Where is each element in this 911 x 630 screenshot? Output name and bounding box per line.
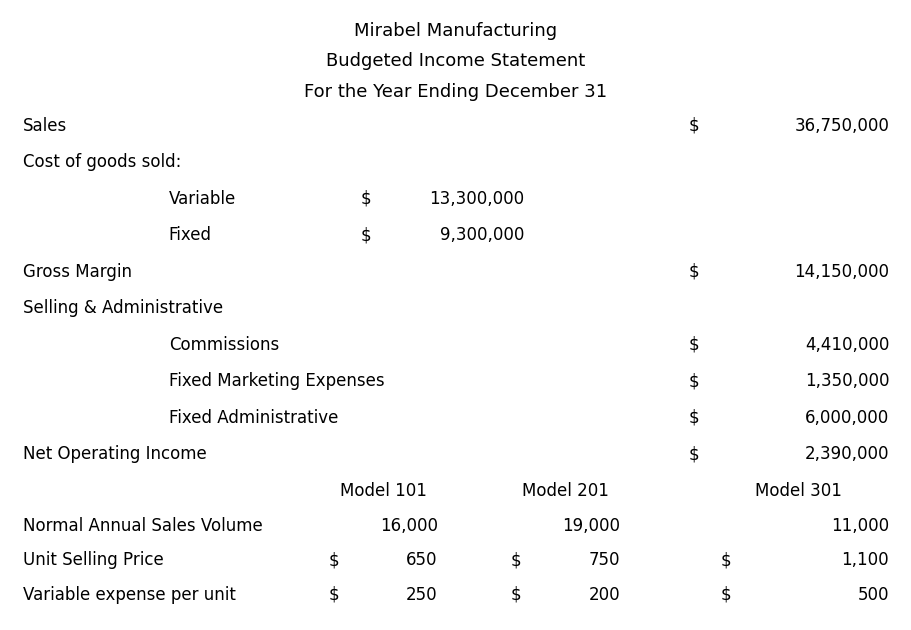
Text: Budgeted Income Statement: Budgeted Income Statement [326,52,585,71]
Text: 250: 250 [405,586,437,604]
Text: Variable: Variable [169,190,236,208]
Text: Model 301: Model 301 [753,482,841,500]
Text: 14,150,000: 14,150,000 [793,263,888,281]
Text: $: $ [688,336,699,354]
Text: Cost of goods sold:: Cost of goods sold: [23,153,181,171]
Text: 6,000,000: 6,000,000 [804,409,888,427]
Text: $: $ [360,226,371,244]
Text: $: $ [510,586,521,604]
Text: Normal Annual Sales Volume: Normal Annual Sales Volume [23,517,262,535]
Text: Selling & Administrative: Selling & Administrative [23,299,222,318]
Text: $: $ [688,372,699,391]
Text: $: $ [688,445,699,464]
Text: Commissions: Commissions [169,336,279,354]
Text: 4,410,000: 4,410,000 [804,336,888,354]
Text: $: $ [720,586,731,604]
Text: 1,100: 1,100 [841,551,888,570]
Text: 1,350,000: 1,350,000 [804,372,888,391]
Text: Fixed: Fixed [169,226,211,244]
Text: Fixed Marketing Expenses: Fixed Marketing Expenses [169,372,384,391]
Text: $: $ [328,551,339,570]
Text: 19,000: 19,000 [561,517,619,535]
Text: Mirabel Manufacturing: Mirabel Manufacturing [354,22,557,40]
Text: $: $ [688,409,699,427]
Text: 36,750,000: 36,750,000 [793,117,888,135]
Text: Variable expense per unit: Variable expense per unit [23,586,235,604]
Text: $: $ [510,551,521,570]
Text: $: $ [688,117,699,135]
Text: 200: 200 [588,586,619,604]
Text: For the Year Ending December 31: For the Year Ending December 31 [304,83,607,101]
Text: $: $ [688,263,699,281]
Text: Model 201: Model 201 [521,482,609,500]
Text: 13,300,000: 13,300,000 [429,190,524,208]
Text: 2,390,000: 2,390,000 [804,445,888,464]
Text: 9,300,000: 9,300,000 [439,226,524,244]
Text: $: $ [360,190,371,208]
Text: Gross Margin: Gross Margin [23,263,132,281]
Text: 500: 500 [856,586,888,604]
Text: Model 101: Model 101 [339,482,426,500]
Text: Net Operating Income: Net Operating Income [23,445,206,464]
Text: 650: 650 [405,551,437,570]
Text: $: $ [720,551,731,570]
Text: 16,000: 16,000 [379,517,437,535]
Text: Sales: Sales [23,117,67,135]
Text: 750: 750 [588,551,619,570]
Text: Fixed Administrative: Fixed Administrative [169,409,338,427]
Text: $: $ [328,586,339,604]
Text: 11,000: 11,000 [830,517,888,535]
Text: Unit Selling Price: Unit Selling Price [23,551,163,570]
